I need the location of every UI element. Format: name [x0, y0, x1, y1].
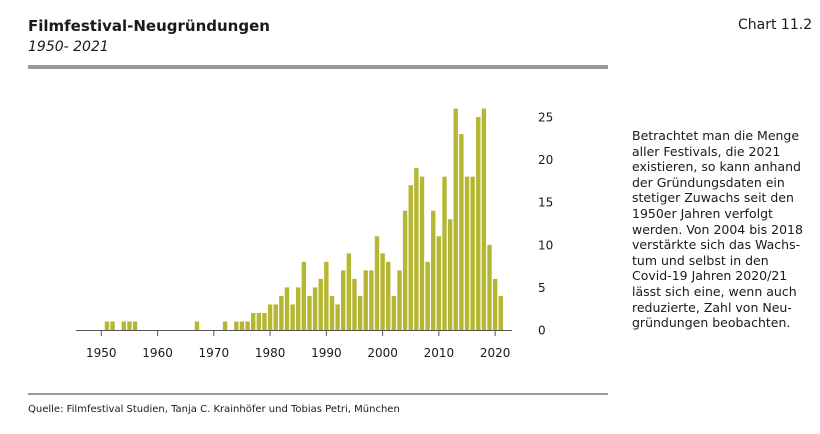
- bar-1978: [256, 312, 262, 330]
- bar-2015: [464, 176, 470, 330]
- bar-1955: [127, 321, 132, 330]
- bar-1954: [121, 321, 127, 330]
- bar-1998: [369, 270, 374, 330]
- bar-2012: [447, 219, 453, 330]
- bar-1987: [307, 295, 312, 330]
- bar-1993: [341, 270, 346, 330]
- bar-2018: [481, 108, 487, 331]
- bar-1975: [239, 321, 245, 330]
- y-axis-ticks: 0 5 10 15 20 25: [538, 111, 553, 338]
- bar-1989: [318, 278, 323, 330]
- bar-1991: [329, 295, 335, 330]
- x-tick-label-1980: 1980: [255, 346, 286, 360]
- bar-2002: [391, 295, 397, 330]
- chart-title: Filmfestival-Neugründungen: [28, 17, 270, 35]
- x-tick-label-2000: 2000: [367, 346, 398, 360]
- bar-2020: [492, 278, 498, 330]
- bar-2013: [453, 108, 458, 331]
- source-note: Quelle: Filmfestival Studien, Tanja C. K…: [28, 404, 400, 415]
- bar-series: [104, 108, 503, 331]
- bar-1979: [262, 312, 267, 330]
- y-tick-label-10: 10: [538, 238, 553, 252]
- bar-2021: [498, 295, 503, 330]
- x-tick-label-1960: 1960: [142, 346, 173, 360]
- bar-1972: [222, 321, 228, 330]
- x-tick-label-1990: 1990: [311, 346, 342, 360]
- y-tick-label-15: 15: [538, 196, 553, 210]
- x-tick-label-2020: 2020: [480, 346, 511, 360]
- bar-1990: [324, 261, 329, 330]
- x-tick-label-1950: 1950: [86, 346, 117, 360]
- bar-2019: [487, 244, 492, 330]
- bar-2000: [380, 253, 385, 330]
- bar-1981: [273, 304, 278, 330]
- chart-description: Betrachtet man die Menge aller Festivals…: [632, 128, 803, 331]
- x-tick-label-1970: 1970: [199, 346, 230, 360]
- bar-2009: [431, 210, 436, 330]
- bar-1985: [296, 287, 301, 330]
- bar-2006: [414, 168, 419, 330]
- x-axis-ticks: 1950 1960 1970 1980 1990 2000 2010 2020: [86, 330, 511, 360]
- bar-1995: [352, 278, 357, 330]
- x-tick-label-2010: 2010: [424, 346, 455, 360]
- bar-1974: [234, 321, 239, 330]
- bar-1951: [104, 321, 110, 330]
- bar-1999: [374, 236, 380, 330]
- bar-2017: [476, 117, 481, 330]
- bar-2005: [408, 185, 413, 330]
- bar-2007: [419, 176, 425, 330]
- chart-subtitle: 1950- 2021: [28, 39, 109, 55]
- chart-number: Chart 11.2: [738, 17, 813, 33]
- top-rule: [28, 65, 608, 69]
- bottom-rule: [28, 393, 608, 395]
- bar-2014: [459, 134, 464, 330]
- bar-2010: [436, 236, 442, 330]
- bar-1952: [110, 321, 115, 330]
- bar-1956: [132, 321, 138, 330]
- y-tick-label-0: 0: [538, 324, 546, 338]
- bar-1983: [284, 287, 290, 330]
- bar-1988: [312, 287, 318, 330]
- bar-1994: [346, 253, 352, 330]
- bar-1982: [279, 295, 284, 330]
- bar-2003: [397, 270, 402, 330]
- bar-1996: [357, 295, 363, 330]
- bar-1967: [194, 321, 200, 330]
- bar-2016: [470, 176, 475, 330]
- bar-1997: [363, 270, 368, 330]
- bar-1986: [301, 261, 307, 330]
- y-tick-label-25: 25: [538, 111, 553, 125]
- bar-1992: [335, 304, 340, 330]
- bar-1977: [251, 312, 256, 330]
- bar-2004: [402, 210, 408, 330]
- bar-2008: [425, 261, 430, 330]
- bar-1976: [245, 321, 250, 330]
- bar-1980: [267, 304, 273, 330]
- y-tick-label-20: 20: [538, 153, 553, 167]
- bar-2001: [386, 261, 391, 330]
- bar-2011: [442, 176, 447, 330]
- y-tick-label-5: 5: [538, 281, 546, 295]
- bar-1984: [290, 304, 295, 330]
